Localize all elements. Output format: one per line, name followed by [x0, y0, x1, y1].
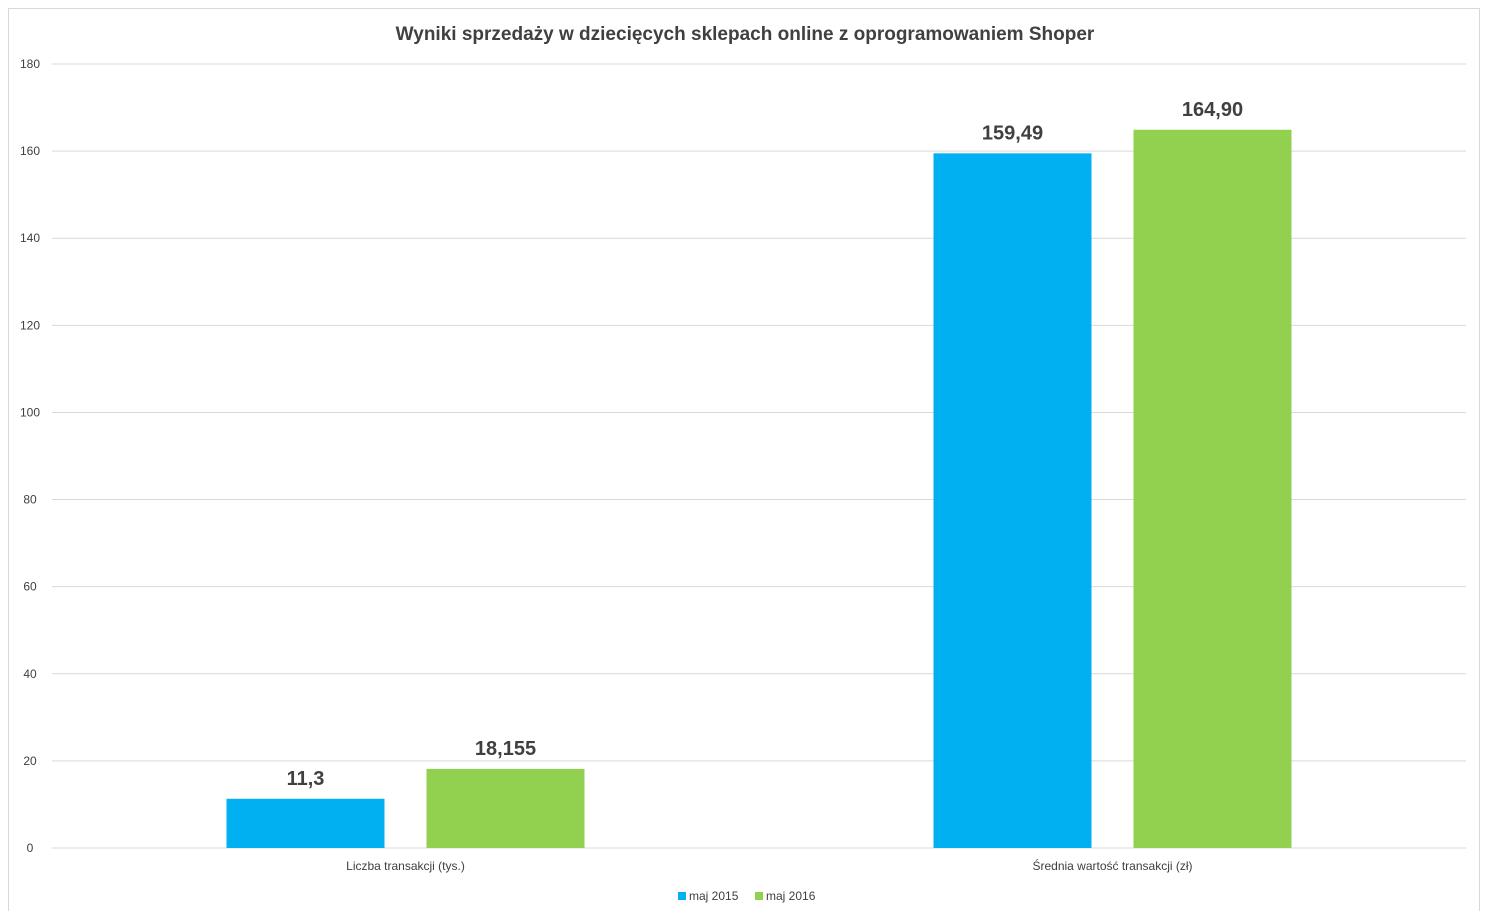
chart-title: Wyniki sprzedaży w dziecięcych sklepach …: [396, 24, 1095, 45]
y-tick-label: 0: [27, 841, 34, 855]
y-tick-label: 180: [20, 57, 40, 71]
y-tick-label: 140: [20, 231, 40, 245]
y-axis-ticks: 0 20 40 60 80 100 120 140 160 180: [20, 57, 40, 855]
chart-frame: [8, 8, 1480, 911]
data-label: 18,155: [475, 738, 536, 760]
category-label: Średnia wartość transakcji (zł): [1032, 858, 1192, 873]
data-label: 159,49: [982, 122, 1043, 144]
y-tick-label: 80: [23, 493, 37, 507]
y-tick-label: 120: [20, 318, 40, 332]
data-label: 11,3: [287, 768, 325, 790]
bar: [226, 798, 385, 848]
legend-label: maj 2016: [766, 889, 816, 903]
data-label: 164,90: [1182, 99, 1243, 121]
bar: [933, 153, 1092, 848]
x-axis-categories: Liczba transakcji (tys.) Średnia wartość …: [346, 858, 1192, 873]
data-labels: 11,3 18,155 159,49 164,90: [287, 99, 1244, 790]
bar: [426, 768, 585, 848]
legend: maj 2015 maj 2016: [678, 889, 816, 903]
y-tick-label: 60: [23, 580, 37, 594]
y-tick-label: 160: [20, 144, 40, 158]
bars: [226, 129, 1292, 848]
legend-swatch: [678, 892, 686, 900]
legend-swatch: [755, 892, 763, 900]
y-tick-label: 20: [23, 754, 37, 768]
y-tick-label: 40: [23, 667, 37, 681]
legend-label: maj 2015: [689, 889, 739, 903]
y-tick-label: 100: [20, 405, 40, 419]
bar: [1133, 129, 1292, 848]
category-label: Liczba transakcji (tys.): [346, 859, 465, 873]
